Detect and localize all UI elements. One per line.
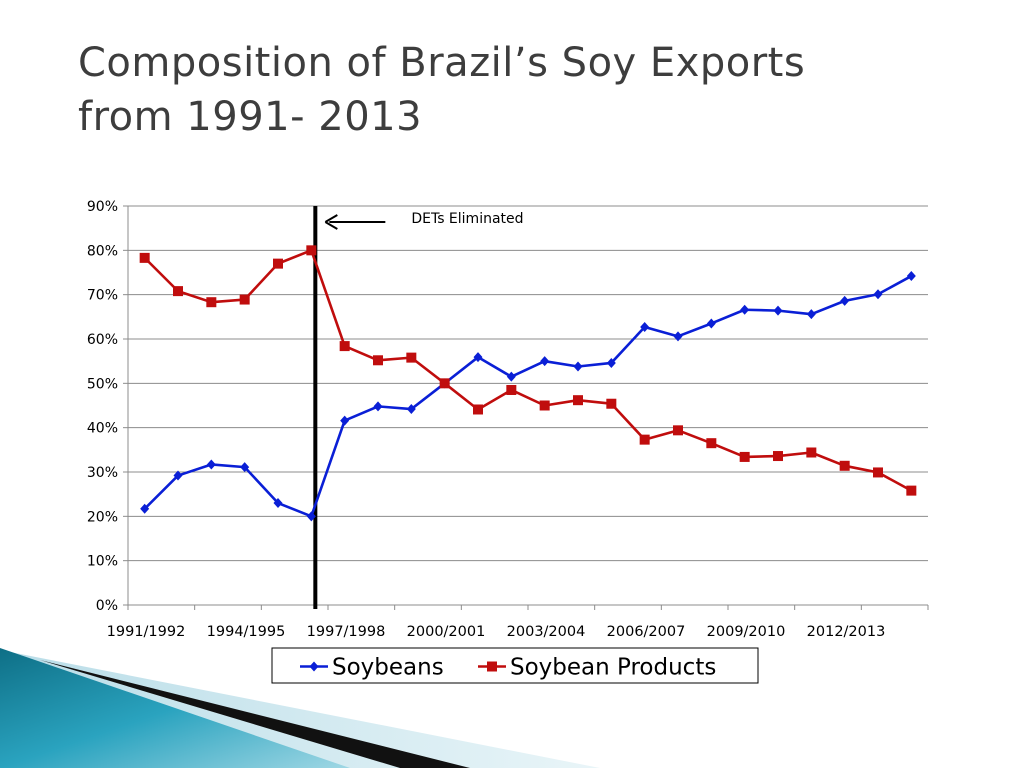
- data-point-soybeans: [606, 357, 616, 368]
- data-point-soybean-products: [839, 460, 850, 471]
- data-point-soybeans: [640, 322, 650, 333]
- y-tick-label: 90%: [87, 199, 118, 215]
- annotation-label: DETs Eliminated: [411, 211, 523, 227]
- x-tick-label: 2009/2010: [707, 624, 786, 640]
- data-point-soybean-products: [406, 352, 417, 363]
- slide-title: Composition of Brazil’s Soy Exports from…: [78, 36, 978, 144]
- data-point-soybean-products: [639, 434, 650, 445]
- data-point-soybeans: [773, 305, 783, 316]
- data-point-soybeans: [173, 470, 183, 481]
- x-tick-label: 2003/2004: [507, 624, 586, 640]
- x-tick-label: 1991/1992: [107, 624, 186, 640]
- legend-label: Soybeans: [332, 655, 444, 681]
- data-point-soybean-products: [339, 341, 350, 352]
- y-tick-label: 30%: [87, 465, 118, 481]
- data-point-soybeans: [340, 415, 350, 426]
- y-tick-label: 10%: [87, 554, 118, 570]
- x-tick-label: 1997/1998: [307, 624, 386, 640]
- data-point-soybean-products: [439, 378, 450, 389]
- y-tick-label: 60%: [87, 332, 118, 348]
- data-point-soybeans: [540, 356, 550, 367]
- data-point-soybeans: [806, 309, 816, 320]
- legend-marker: [309, 661, 319, 672]
- x-tick-label: 2006/2007: [607, 624, 686, 640]
- data-point-soybeans: [240, 462, 250, 473]
- slide-title-line-1: Composition of Brazil’s Soy Exports: [78, 40, 806, 86]
- data-point-soybeans: [706, 318, 716, 329]
- data-point-soybean-products: [373, 355, 383, 366]
- data-point-soybeans: [740, 304, 750, 315]
- data-point-soybean-products: [539, 400, 550, 411]
- y-tick-label: 80%: [87, 243, 118, 259]
- data-point-soybean-products: [739, 451, 750, 462]
- data-point-soybeans: [206, 459, 216, 470]
- data-point-soybean-products: [506, 384, 517, 395]
- x-tick-label: 2000/2001: [407, 624, 486, 640]
- data-point-soybean-products: [706, 438, 717, 449]
- data-point-soybean-products: [173, 286, 183, 297]
- data-point-soybeans: [140, 503, 150, 514]
- data-point-soybean-products: [473, 404, 483, 415]
- data-point-soybean-products: [673, 425, 683, 436]
- data-point-soybean-products: [273, 258, 283, 269]
- data-point-soybeans: [906, 271, 916, 282]
- y-tick-label: 70%: [87, 288, 118, 304]
- data-point-soybeans: [406, 404, 416, 415]
- y-tick-label: 50%: [87, 376, 118, 392]
- data-point-soybeans: [573, 361, 583, 372]
- data-point-soybean-products: [139, 252, 150, 263]
- data-point-soybean-products: [206, 297, 217, 308]
- series-line-soybeans: [143, 274, 912, 518]
- y-tick-label: 40%: [87, 421, 118, 437]
- data-point-soybeans: [473, 352, 483, 363]
- data-point-soybeans: [506, 371, 516, 382]
- x-tick-label: 2012/2013: [807, 624, 886, 640]
- data-point-soybeans: [273, 498, 283, 509]
- legend-label: Soybean Products: [510, 655, 716, 681]
- annotation-arrowhead: [324, 214, 338, 230]
- series-line-soybean-products: [143, 249, 912, 492]
- legend-marker: [487, 661, 497, 672]
- data-point-soybeans: [306, 511, 316, 522]
- data-point-soybeans: [873, 289, 883, 300]
- y-tick-label: 20%: [87, 509, 118, 525]
- data-point-soybean-products: [306, 245, 317, 256]
- x-tick-label: 1994/1995: [207, 624, 286, 640]
- data-point-soybean-products: [806, 447, 817, 458]
- y-tick-label: 0%: [96, 598, 118, 614]
- data-point-soybeans: [373, 401, 383, 412]
- legend-box: [271, 647, 759, 684]
- data-point-soybean-products: [573, 395, 583, 406]
- data-point-soybean-products: [773, 451, 783, 462]
- data-point-soybean-products: [606, 398, 617, 409]
- data-point-soybean-products: [906, 485, 917, 496]
- data-point-soybean-products: [239, 294, 250, 305]
- slide-title-line-2: from 1991- 2013: [78, 94, 423, 140]
- data-point-soybeans: [673, 331, 683, 342]
- data-point-soybean-products: [873, 467, 883, 478]
- data-point-soybeans: [840, 295, 850, 306]
